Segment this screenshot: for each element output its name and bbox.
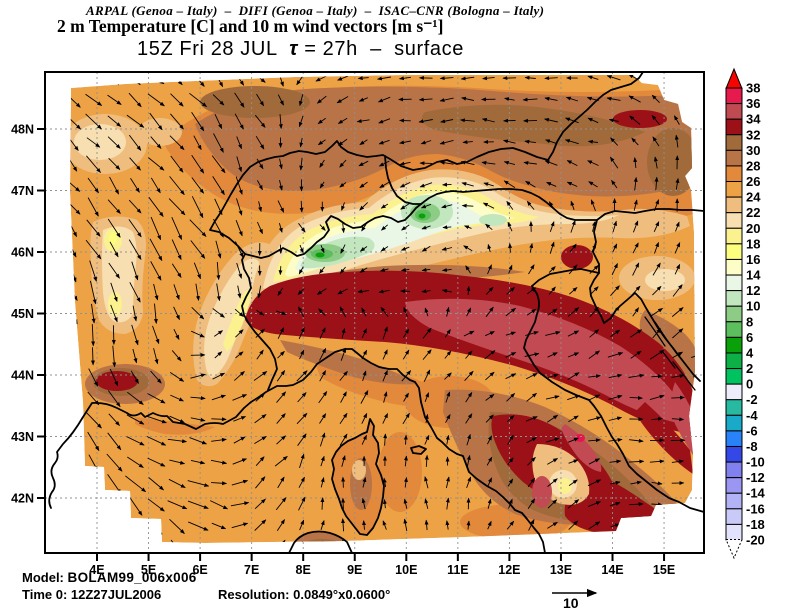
svg-text:10E: 10E (395, 563, 417, 577)
provence-hot-spot (96, 371, 138, 391)
croatian-islands (644, 316, 696, 391)
coast-corsica (331, 418, 385, 536)
svg-text:18: 18 (746, 236, 760, 251)
svg-text:-6: -6 (746, 423, 758, 438)
svg-text:-12: -12 (746, 470, 765, 485)
svg-text:9E: 9E (347, 563, 362, 577)
coast-west-italy-france (48, 348, 546, 554)
time-value: 12Z27JUL2006 (70, 587, 162, 602)
svg-text:10: 10 (746, 299, 760, 314)
svg-text:32: 32 (746, 127, 760, 142)
svg-text:2: 2 (746, 361, 753, 376)
border-austria-italy (420, 188, 598, 221)
svg-text:20: 20 (746, 221, 760, 236)
svg-text:8: 8 (746, 314, 753, 329)
svg-text:28: 28 (746, 158, 760, 173)
resolution-info: Resolution: 0.0849°x0.0600° (218, 587, 390, 602)
svg-text:-18: -18 (746, 517, 765, 532)
reference-vector: 10 (552, 588, 598, 611)
svg-text:10: 10 (563, 595, 579, 611)
svg-text:44N: 44N (11, 369, 34, 383)
model-value: BOLAM99_006x006 (67, 570, 197, 585)
svg-text:47N: 47N (11, 184, 34, 198)
coast-elba (410, 445, 427, 455)
svg-text:7E: 7E (244, 563, 259, 577)
credits-line: ARPAL (Genoa – Italy) – DIFI (Genoa – It… (86, 3, 545, 18)
temperature-field (70, 75, 695, 543)
svg-text:42N: 42N (11, 492, 34, 506)
svg-text:16: 16 (746, 252, 760, 267)
svg-text:30: 30 (746, 143, 760, 158)
svg-text:-4: -4 (746, 408, 758, 423)
svg-text:24: 24 (746, 190, 761, 205)
svg-text:0: 0 (746, 377, 753, 392)
plot-title: 2 m Temperature [C] and 10 m wind vector… (57, 16, 444, 36)
valid-time-line: 15Z Fri 28 JUL τ = 27h – surface (137, 38, 464, 61)
svg-text:48N: 48N (11, 123, 34, 137)
svg-text:-10: -10 (746, 455, 765, 470)
hot-spot-austria (613, 110, 667, 128)
hottest-spot (575, 434, 585, 442)
colorbar: 38363432302826242220181614121086420-2-4-… (725, 67, 766, 560)
border-alps-west-north (209, 71, 644, 391)
svg-text:11E: 11E (447, 563, 469, 577)
svg-text:-2: -2 (746, 392, 758, 407)
time-label: Time 0: (22, 587, 68, 602)
svg-text:12E: 12E (498, 563, 520, 577)
svg-text:26: 26 (746, 174, 760, 189)
svg-text:38: 38 (746, 81, 760, 96)
svg-text:6: 6 (746, 330, 753, 345)
coast-adriatic-west (523, 285, 705, 513)
valid-time-prefix: 15Z Fri 28 JUL (137, 38, 290, 60)
svg-text:14E: 14E (601, 563, 623, 577)
svg-text:-16: -16 (746, 501, 765, 516)
border-swiss-austria (384, 155, 422, 205)
svg-text:-14: -14 (746, 486, 766, 501)
svg-text:15E: 15E (653, 563, 675, 577)
svg-text:4E: 4E (89, 563, 104, 577)
svg-text:6E: 6E (192, 563, 207, 577)
svg-text:5E: 5E (141, 563, 156, 577)
border-austria-slovenia (596, 208, 705, 221)
svg-text:-8: -8 (746, 439, 758, 454)
run-info: Time 0: 12Z27JUL2006 (22, 587, 161, 602)
tau-symbol: τ (289, 38, 299, 60)
svg-text:36: 36 (746, 96, 760, 111)
svg-text:43N: 43N (11, 430, 34, 444)
valid-time-suffix: = 27h – surface (298, 38, 464, 60)
svg-text:12: 12 (746, 283, 760, 298)
model-label: Model: (22, 570, 64, 585)
svg-text:13E: 13E (550, 563, 572, 577)
svg-text:22: 22 (746, 205, 760, 220)
coast-sardinia (288, 530, 353, 554)
svg-text:14: 14 (746, 268, 761, 283)
svg-text:-20: -20 (746, 533, 765, 548)
svg-text:8E: 8E (296, 563, 311, 577)
axis-ticks-labels: 4E 5E 6E 7E 8E 9E 10E 11E 12E 13E 14E 15E 48N 47N 46N 4… (11, 123, 675, 578)
svg-text:45N: 45N (11, 307, 34, 321)
resolution-label: Resolution: (218, 587, 290, 602)
map-frame (44, 71, 705, 554)
svg-text:46N: 46N (11, 246, 34, 260)
svg-text:4: 4 (746, 345, 754, 360)
model-info: Model: BOLAM99_006x006 (22, 570, 197, 585)
svg-text:34: 34 (746, 112, 761, 127)
resolution-value: 0.0849°x0.0600° (293, 587, 391, 602)
